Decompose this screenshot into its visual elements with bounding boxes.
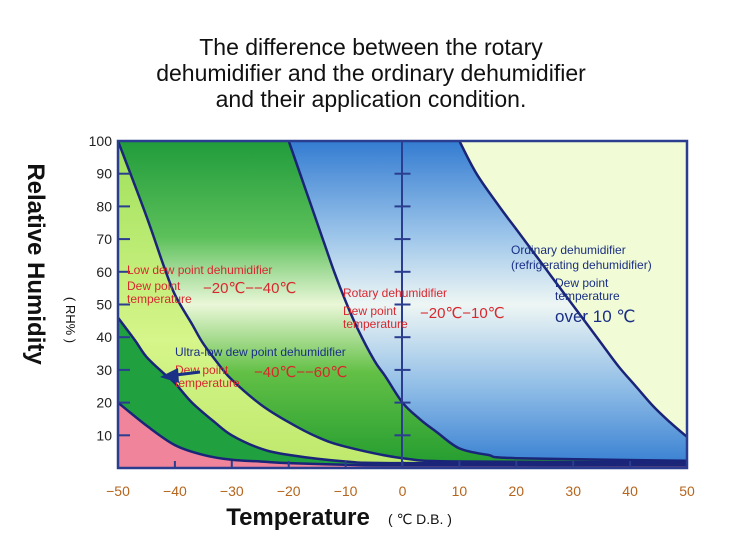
ultra-low-label: Ultra-low dew point dehumidifier [175, 345, 346, 359]
title-line-2: dehumidifier and the ordinary dehumidifi… [156, 60, 586, 86]
low-dew-temp-label: temperature [127, 292, 192, 306]
y-axis-ticks: 10 20 30 40 50 60 70 80 90 100 [89, 133, 411, 443]
x-tick-label: −30 [220, 483, 244, 499]
rotary-label: Rotary dehumidifier [343, 286, 447, 300]
y-tick-label: 80 [96, 198, 112, 214]
x-tick-label: −50 [106, 483, 130, 499]
boundary-curve-c2 [118, 316, 687, 465]
rotary-range: −20℃−10℃ [420, 305, 505, 322]
y-tick-label: 100 [89, 133, 113, 149]
boundary-curve-c3 [118, 141, 687, 464]
ordinary-dew-temp-label: temperature [555, 289, 620, 303]
boundary-curve-c1 [118, 401, 687, 467]
title-line-1: The difference between the rotary [199, 34, 543, 60]
y-tick-label: 30 [96, 362, 112, 378]
title-line-3: and their application condition. [215, 86, 527, 112]
left-arrow-icon [160, 368, 201, 383]
x-tick-label: 30 [565, 483, 581, 499]
y-axis-unit: ( RH% ) [63, 297, 78, 343]
y-tick-label: 70 [96, 231, 112, 247]
chart-title: The difference between the rotary dehumi… [0, 34, 742, 112]
low-dew-point-label: Dew point [127, 279, 181, 293]
region-rotary-dehumidifier [118, 141, 687, 468]
y-tick-label: 50 [96, 297, 112, 313]
ultra-range: −40℃−−60℃ [254, 364, 347, 381]
y-tick-label: 60 [96, 264, 112, 280]
y-axis-title: Relative Humidity [22, 163, 49, 365]
ordinary-dew-point-label: Dew point [555, 276, 609, 290]
ultra-dew-temp-label: temperature [175, 376, 240, 390]
x-tick-label: 0 [399, 483, 407, 499]
low-dew-label: Low dew point dehumidifier [127, 263, 272, 277]
low-dew-range: −20℃−−40℃ [203, 280, 296, 297]
boundary-curve-c4 [287, 141, 687, 463]
y-tick-label: 20 [96, 395, 112, 411]
rotary-dew-point-label: Dew point [343, 304, 397, 318]
y-tick-label: 40 [96, 329, 112, 345]
y-tick-label: 10 [96, 427, 112, 443]
x-tick-label: 20 [509, 483, 525, 499]
x-tick-label: 10 [452, 483, 468, 499]
x-tick-label: −10 [334, 483, 358, 499]
x-axis-ticks: −50 −40 −30 −20 −10 0 10 20 30 40 50 [106, 461, 695, 499]
boundary-curve-c5 [458, 141, 687, 438]
x-tick-label: −20 [277, 483, 301, 499]
x-tick-label: 40 [622, 483, 638, 499]
y-tick-label: 90 [96, 166, 112, 182]
ordinary-label: Ordinary dehumidifier [511, 243, 626, 257]
x-axis-unit: ( ℃ D.B. ) [388, 511, 452, 527]
x-tick-label: 50 [679, 483, 695, 499]
boundary-curves [118, 141, 687, 467]
x-tick-label: −40 [163, 483, 187, 499]
ordinary-sub-label: (refrigerating dehumidifier) [511, 258, 652, 272]
ordinary-range: over 10 ℃ [555, 307, 636, 326]
x-axis-title: Temperature [226, 504, 370, 531]
rotary-dew-temp-label: temperature [343, 317, 408, 331]
